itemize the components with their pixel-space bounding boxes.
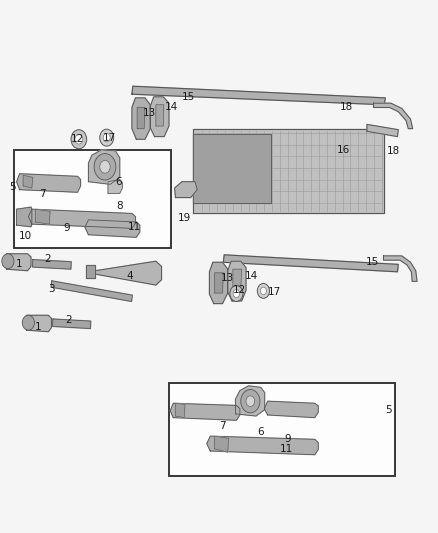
Text: 18: 18 — [386, 146, 400, 156]
Circle shape — [241, 390, 260, 413]
Text: 14: 14 — [165, 102, 178, 112]
Text: 6: 6 — [116, 176, 122, 187]
Polygon shape — [209, 262, 228, 304]
Bar — [169, 383, 395, 476]
Text: 12: 12 — [71, 134, 84, 144]
Polygon shape — [156, 105, 164, 126]
Text: 2: 2 — [66, 314, 72, 325]
Text: 13: 13 — [143, 108, 156, 118]
Polygon shape — [233, 269, 242, 290]
Circle shape — [71, 130, 87, 149]
Circle shape — [260, 287, 266, 295]
Polygon shape — [17, 174, 81, 192]
Polygon shape — [85, 220, 140, 237]
Polygon shape — [17, 207, 32, 227]
Text: 9: 9 — [284, 434, 291, 444]
Polygon shape — [88, 150, 120, 184]
Text: 13: 13 — [221, 273, 234, 283]
Polygon shape — [86, 265, 95, 278]
Bar — [169, 383, 395, 476]
Text: 16: 16 — [336, 145, 350, 155]
Text: 8: 8 — [117, 200, 123, 211]
Text: 2: 2 — [44, 254, 50, 263]
Polygon shape — [193, 134, 271, 203]
Text: 1: 1 — [35, 322, 42, 333]
Polygon shape — [137, 108, 145, 128]
Polygon shape — [228, 261, 246, 301]
Polygon shape — [150, 97, 169, 136]
Circle shape — [22, 316, 35, 330]
Circle shape — [94, 154, 116, 180]
Text: 12: 12 — [233, 285, 247, 295]
Polygon shape — [28, 209, 135, 228]
Polygon shape — [35, 209, 50, 224]
Circle shape — [230, 286, 243, 302]
Text: 18: 18 — [339, 102, 353, 112]
Polygon shape — [108, 180, 122, 193]
Polygon shape — [132, 86, 385, 105]
Text: 14: 14 — [245, 271, 258, 281]
Bar — [14, 150, 171, 248]
Polygon shape — [132, 98, 150, 139]
Polygon shape — [175, 182, 197, 198]
Text: 11: 11 — [280, 445, 293, 455]
Circle shape — [233, 289, 240, 297]
Text: 11: 11 — [127, 222, 141, 232]
Circle shape — [75, 134, 83, 144]
Polygon shape — [53, 319, 91, 328]
Text: 10: 10 — [19, 231, 32, 241]
Polygon shape — [367, 124, 398, 136]
Polygon shape — [170, 403, 240, 420]
Circle shape — [103, 133, 110, 142]
Circle shape — [2, 254, 14, 269]
Bar — [14, 150, 171, 248]
Polygon shape — [236, 386, 265, 416]
Circle shape — [100, 129, 114, 146]
Text: 4: 4 — [127, 271, 133, 281]
Polygon shape — [88, 261, 162, 285]
Text: 15: 15 — [182, 92, 195, 102]
Text: 17: 17 — [102, 133, 116, 143]
Text: 3: 3 — [48, 284, 55, 294]
Polygon shape — [374, 103, 413, 128]
Polygon shape — [207, 436, 318, 455]
Text: 5: 5 — [9, 182, 16, 192]
Polygon shape — [4, 254, 31, 271]
Polygon shape — [176, 403, 185, 418]
Polygon shape — [223, 255, 398, 272]
Polygon shape — [51, 281, 132, 302]
Text: 7: 7 — [39, 189, 46, 199]
Polygon shape — [215, 436, 229, 452]
Polygon shape — [215, 273, 223, 293]
Text: 15: 15 — [366, 257, 379, 267]
Circle shape — [246, 396, 254, 407]
Polygon shape — [23, 175, 33, 188]
Polygon shape — [384, 256, 417, 281]
Text: 6: 6 — [257, 427, 264, 437]
Circle shape — [257, 284, 269, 298]
Text: 9: 9 — [64, 223, 70, 233]
Polygon shape — [193, 128, 385, 214]
Text: 17: 17 — [268, 287, 281, 297]
Text: 5: 5 — [385, 405, 392, 415]
Text: 19: 19 — [177, 213, 191, 223]
Text: 7: 7 — [219, 421, 226, 431]
Polygon shape — [32, 260, 71, 269]
Polygon shape — [264, 401, 318, 418]
Polygon shape — [23, 316, 51, 332]
Text: 1: 1 — [15, 259, 22, 269]
Circle shape — [100, 160, 110, 173]
